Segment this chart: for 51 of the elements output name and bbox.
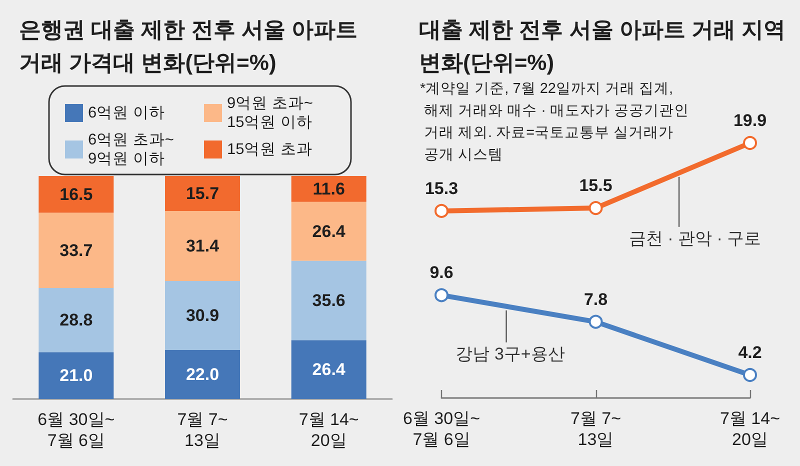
x-tick-label: 6월 30일~ 7월 6일 [403,409,480,449]
x-tick-label: 7월 14~ 20일 [298,410,359,450]
bar [291,202,366,261]
data-label: 11.6 [312,179,345,198]
data-label: 26.4 [312,222,346,241]
bar [38,288,114,352]
legend-label: 15억원 초과 [227,141,313,158]
bar [165,350,240,399]
data-label: 26.4 [312,360,346,380]
legend-label: 6억원 이하 [88,104,165,122]
data-label: 4.2 [738,343,762,362]
point [434,288,449,302]
data-label: 16.5 [60,184,93,204]
data-label: 33.7 [60,240,93,260]
bar [291,340,366,399]
data-label: 19.9 [733,111,767,130]
x-tick-label: 7월 14~ 20일 [720,409,780,449]
annotation: *계약일 기준, 7월 22일까지 거래 집계, 해제 거래와 매수 · 매도자가 공공기관인 거래 제외. 자료=국토교통부 실거래가 공개 시스템 [420,81,689,163]
x-tick-label: 7월 7~ 13일 [177,410,228,450]
bar [38,212,114,288]
data-label: 15.7 [186,184,220,204]
series-label: 강남 3구+용산 [456,344,565,364]
data-label: 15.5 [579,176,612,196]
chart-title: 은행권 대출 제한 전후 서울 아파트 거래 가격대 변화(단위=%) [19,17,358,75]
point [743,136,757,150]
chart-title: 대출 제한 전후 서울 아파트 거래 지역 변화(단위=%) [419,17,786,75]
data-label: 31.4 [186,236,220,256]
data-label: 9.6 [430,263,454,282]
legend-label: 6억원 초과~ 9억원 이하 [88,132,174,168]
series-label: 금천 · 관악 · 구로 [628,228,762,248]
bar [38,352,114,399]
data-label: 35.6 [312,290,346,310]
legend-label: 9억원 초과~ 15억원 이하 [227,95,313,131]
point [434,204,449,218]
bar [165,211,240,282]
data-label: 22.0 [186,364,220,384]
point [588,314,603,329]
point [743,368,757,382]
data-label: 30.9 [186,306,220,325]
data-label: 21.0 [60,366,93,386]
x-tick-label: 6월 30일~ 7월 6일 [38,410,115,450]
x-tick-label: 7월 7~ 13일 [570,409,622,449]
bar [291,176,366,202]
data-label: 7.8 [584,290,608,309]
bar [291,260,366,340]
data-label: 28.8 [60,310,93,330]
bar [165,281,240,350]
point [588,201,603,216]
data-label: 15.3 [424,178,458,198]
bar [38,176,114,213]
bar [165,176,240,212]
